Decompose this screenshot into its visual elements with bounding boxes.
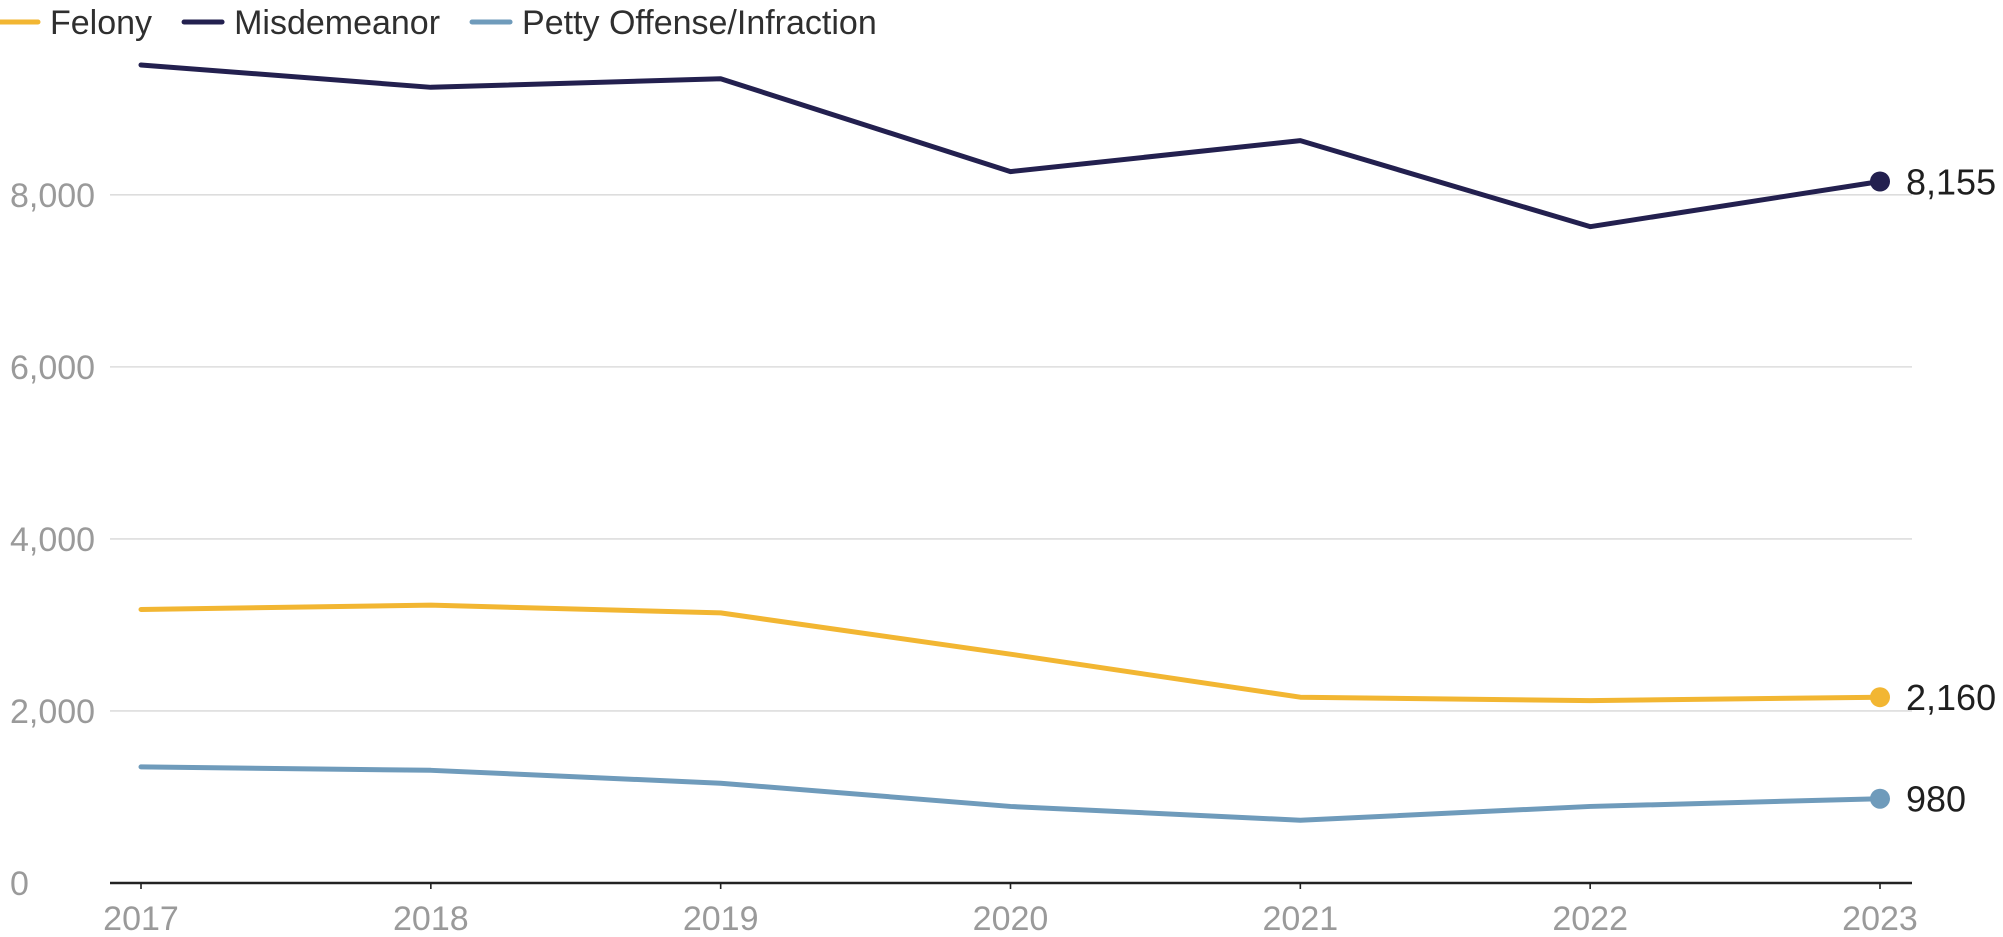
legend-label: Felony: [50, 4, 152, 42]
x-tick-label: 2020: [973, 900, 1049, 937]
x-tick-label: 2018: [393, 900, 469, 937]
data-label: 980: [1906, 779, 1966, 820]
series-line: [138, 602, 1883, 704]
x-tick-label: 2023: [1842, 900, 1918, 937]
y-tick-label: 6,000: [10, 349, 95, 387]
x-tick-label: 2021: [1263, 900, 1339, 937]
legend-item: Petty Offense/Infraction: [469, 4, 877, 42]
x-tick-label: 2019: [683, 900, 759, 937]
y-tick-label: 4,000: [10, 521, 95, 559]
data-label: 2,160: [1906, 677, 1996, 718]
legend-item: Misdemeanor: [181, 4, 440, 42]
gridlines: [110, 194, 1912, 712]
series-end-point: [1870, 687, 1890, 708]
legend: Felony Misdemeanor Petty Offense/Infractio…: [0, 4, 877, 42]
y-tick-label: 2,000: [10, 693, 95, 731]
legend-label: Misdemeanor: [234, 4, 440, 42]
y-tick-label: 0: [10, 865, 29, 903]
series-line: [138, 62, 1883, 230]
legend-item: Felony: [0, 4, 152, 42]
legend-label: Petty Offense/Infraction: [522, 4, 877, 42]
series-end-point: [1870, 788, 1890, 809]
data-label: 8,155: [1906, 162, 1996, 203]
x-tick-label: 2017: [103, 900, 179, 937]
series-end-point: [1870, 171, 1890, 192]
axes: 0 2,000 4,000 6,000 8,000 2017 2018 2019 2020 202…: [10, 177, 1918, 937]
end-labels: 2,160 8,155 980: [1906, 162, 1996, 820]
y-tick-label: 8,000: [10, 177, 95, 215]
series-lines: [138, 62, 1890, 823]
series-line: [138, 764, 1883, 823]
x-tick-label: 2022: [1552, 900, 1628, 937]
